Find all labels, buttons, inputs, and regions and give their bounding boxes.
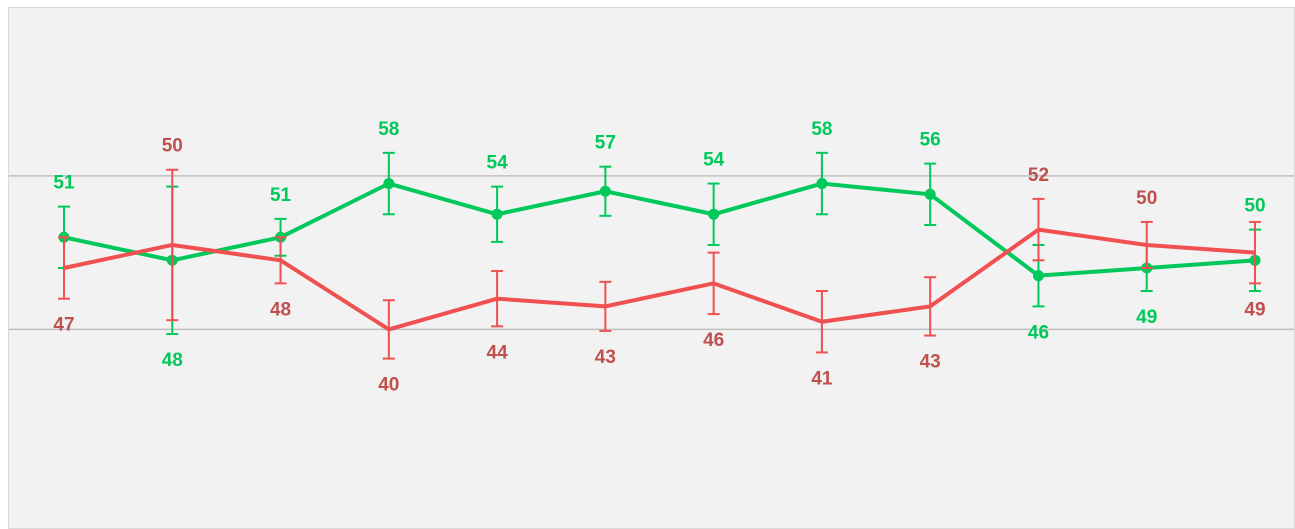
series-0-data-label-0: 51	[53, 173, 75, 194]
series-0-point-8	[924, 188, 936, 200]
series-0-data-label-9: 46	[1028, 322, 1049, 343]
series-1-data-label-8: 43	[920, 352, 941, 373]
series-1-data-label-10: 50	[1136, 188, 1157, 209]
chart-area	[8, 7, 1295, 529]
series-0-point-6	[708, 208, 720, 220]
series-0-data-label-7: 58	[811, 119, 832, 140]
series-1-data-label-4: 44	[487, 342, 509, 363]
series-1-data-label-6: 46	[703, 330, 724, 351]
series-0-data-label-8: 56	[920, 130, 941, 151]
series-0-data-label-2: 51	[270, 185, 292, 206]
series-0-point-7	[816, 178, 828, 190]
series-0-data-label-4: 54	[487, 153, 509, 174]
series-1-data-label-3: 40	[378, 375, 399, 396]
series-0-data-label-6: 54	[703, 150, 725, 171]
series-0-data-label-1: 48	[162, 350, 183, 371]
series-1-data-label-5: 43	[595, 347, 616, 368]
series-1-data-label-2: 48	[270, 299, 291, 320]
series-0-data-label-10: 49	[1136, 307, 1157, 328]
series-0-line	[63, 181, 1256, 278]
series-1-data-label-7: 41	[811, 368, 833, 389]
series-0-data-label-5: 57	[595, 133, 616, 154]
series-0-point-3	[383, 178, 395, 190]
series-0-data-label-11: 50	[1244, 196, 1265, 217]
series-1-line	[63, 227, 1256, 332]
series-1-data-label-0: 47	[53, 315, 74, 336]
series-1-data-label-1: 50	[162, 136, 183, 157]
series-0-point-5	[599, 185, 611, 197]
series-0-point-4	[491, 208, 503, 220]
series-1-data-label-9: 52	[1028, 165, 1049, 186]
series-1-data-label-11: 49	[1244, 299, 1265, 320]
series-0-data-label-3: 58	[378, 119, 399, 140]
series-0-point-9	[1032, 270, 1044, 282]
